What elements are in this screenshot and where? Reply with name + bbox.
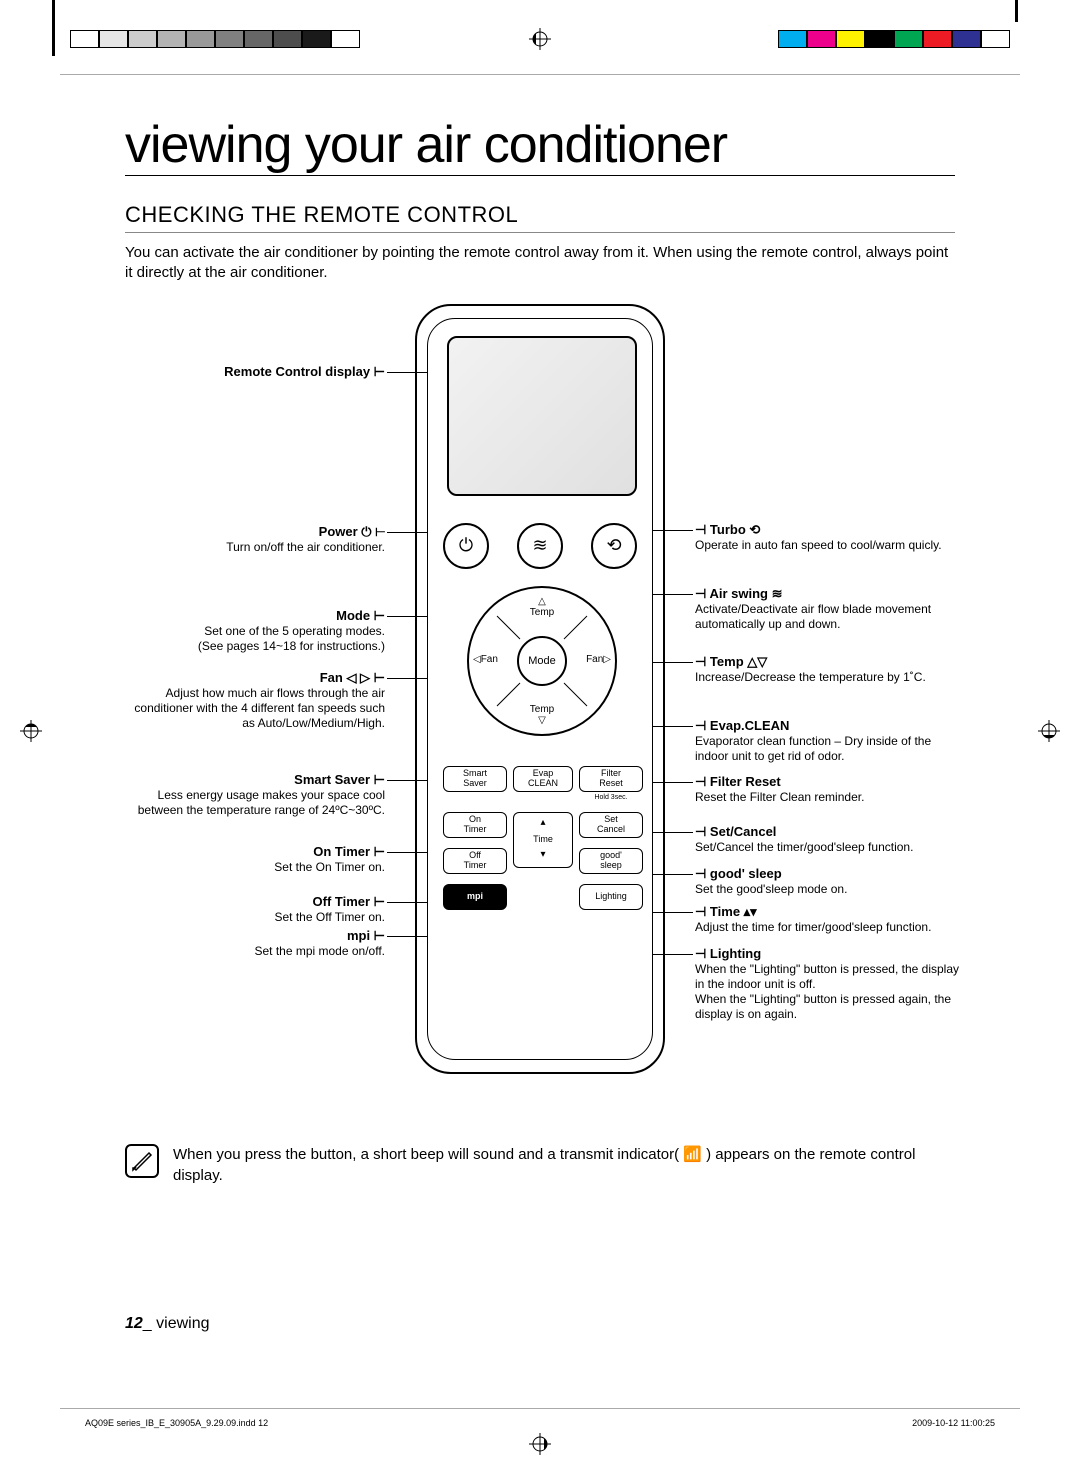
power-button[interactable]: ⏻ [443, 523, 489, 569]
callout-right: ⊣ LightingWhen the "Lighting" button is … [695, 946, 965, 1022]
registration-bar-color [778, 30, 1010, 48]
temp-up-button[interactable]: △Temp [467, 596, 617, 618]
filter-reset-button[interactable]: FilterReset [579, 766, 643, 792]
lighting-button[interactable]: Lighting [579, 884, 643, 910]
intro-paragraph: You can activate the air conditioner by … [125, 243, 955, 284]
registration-crosshair [20, 720, 42, 742]
callout-right: ⊣ Turbo ⟲Operate in auto fan speed to co… [695, 522, 965, 553]
callout-right: ⊣ good' sleepSet the good'sleep mode on. [695, 866, 965, 897]
registration-crosshair [1038, 720, 1060, 742]
fan-left-button[interactable]: ◁Fan [473, 654, 498, 665]
airswing-button[interactable]: ≋ [517, 523, 563, 569]
section-heading: CHECKING THE REMOTE CONTROL [125, 202, 955, 233]
time-down-icon: ▾ [540, 850, 545, 861]
registration-crosshair [529, 28, 551, 50]
callout-right: ⊣ Set/CancelSet/Cancel the timer/good'sl… [695, 824, 965, 855]
remote-body: ⏻ ≋ ⟲ Mode △Temp Temp▽ ◁Fan Fan▷ Sma [415, 304, 665, 1074]
imprint-file: AQ09E series_IB_E_30905A_9.29.09.indd 12 [85, 1418, 268, 1428]
remote-diagram: ⏻ ≋ ⟲ Mode △Temp Temp▽ ◁Fan Fan▷ Sma [125, 304, 955, 1104]
note-box: When you press the button, a short beep … [125, 1144, 955, 1186]
trim-line [60, 74, 1020, 75]
footer-label: _ viewing [143, 1315, 210, 1332]
mode-button[interactable]: Mode [517, 636, 567, 686]
time-buttons[interactable]: ▴ Time ▾ [513, 812, 573, 868]
callout-left: Fan ◁ ▷ ⊢Adjust how much air flows throu… [125, 670, 385, 731]
callout-left: Remote Control display ⊢ [125, 364, 385, 380]
page-title: viewing your air conditioner [125, 115, 955, 176]
imprint-line: AQ09E series_IB_E_30905A_9.29.09.indd 12… [85, 1418, 995, 1428]
callout-right: ⊣ Temp △▽Increase/Decrease the temperatu… [695, 654, 965, 685]
trim-mark [1015, 0, 1018, 22]
callout-left: Power ⏻ ⊢Turn on/off the air conditioner… [125, 524, 385, 555]
registration-crosshair [529, 1433, 551, 1455]
button-grid: SmartSaver EvapCLEAN FilterReset Hold 3s… [443, 766, 641, 910]
trim-line [60, 1408, 1020, 1409]
callout-right: ⊣ Time ▴▾Adjust the time for timer/good'… [695, 904, 965, 935]
trim-mark [52, 0, 55, 56]
callout-left: Mode ⊢Set one of the 5 operating modes.(… [125, 608, 385, 654]
mpi-button[interactable]: mpi [443, 884, 507, 910]
callout-left: mpi ⊢Set the mpi mode on/off. [125, 928, 385, 959]
imprint-date: 2009-10-12 11:00:25 [912, 1418, 995, 1428]
evap-clean-button[interactable]: EvapCLEAN [513, 766, 573, 792]
hold-hint: Hold 3sec. [579, 794, 643, 802]
time-up-icon: ▴ [540, 818, 545, 829]
dpad: Mode △Temp Temp▽ ◁Fan Fan▷ [467, 586, 617, 736]
callout-left: Smart Saver ⊢Less energy usage makes you… [125, 772, 385, 818]
on-timer-button[interactable]: OnTimer [443, 812, 507, 838]
turbo-button[interactable]: ⟲ [591, 523, 637, 569]
note-icon [125, 1144, 159, 1178]
callout-right: ⊣ Evap.CLEANEvaporator clean function – … [695, 718, 965, 764]
time-label: Time [533, 835, 553, 844]
set-cancel-button[interactable]: SetCancel [579, 812, 643, 838]
callout-left: Off Timer ⊢Set the Off Timer on. [125, 894, 385, 925]
callout-left: On Timer ⊢Set the On Timer on. [125, 844, 385, 875]
good-sleep-button[interactable]: good'sleep [579, 848, 643, 874]
off-timer-button[interactable]: OffTimer [443, 848, 507, 874]
temp-down-button[interactable]: Temp▽ [467, 704, 617, 726]
note-text: When you press the button, a short beep … [173, 1144, 955, 1186]
registration-bar-gray [70, 30, 360, 48]
callout-right: ⊣ Filter ResetReset the Filter Clean rem… [695, 774, 965, 805]
page-footer: 12_ viewing [125, 1315, 210, 1333]
page-number: 12 [125, 1315, 143, 1332]
fan-right-button[interactable]: Fan▷ [586, 654, 611, 665]
callout-right: ⊣ Air swing ≋Activate/Deactivate air flo… [695, 586, 965, 632]
remote-display [447, 336, 637, 496]
smart-saver-button[interactable]: SmartSaver [443, 766, 507, 792]
